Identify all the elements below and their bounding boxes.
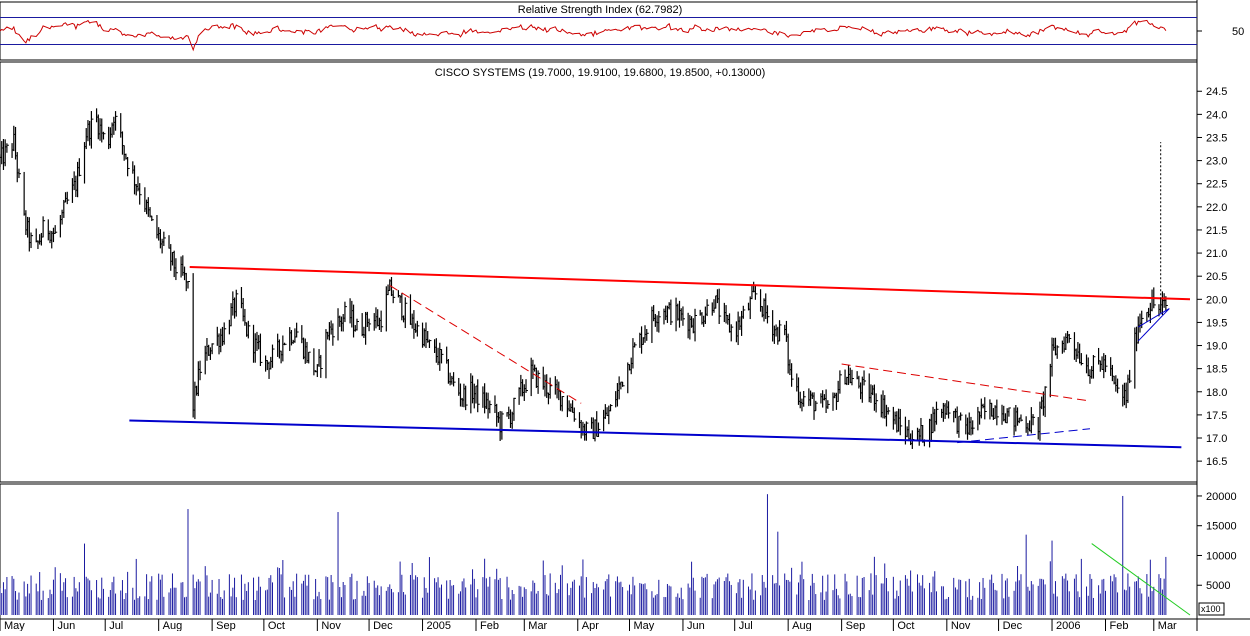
xtick-label: Mar bbox=[528, 620, 547, 631]
price-ytick-label: 21.5 bbox=[1206, 225, 1227, 237]
volume-ytick-label: 15000 bbox=[1206, 521, 1237, 533]
rsi-plot bbox=[0, 17, 1197, 52]
xtick-label: Aug bbox=[792, 620, 812, 631]
price-ytick-label: 23.5 bbox=[1206, 132, 1227, 144]
volume-plot bbox=[0, 494, 1167, 615]
xtick-label: Aug bbox=[163, 620, 183, 631]
xtick-label: May bbox=[4, 620, 25, 631]
xtick-label: Jul bbox=[109, 620, 123, 631]
trendline-resistance bbox=[189, 265, 1191, 301]
price-panel bbox=[0, 61, 1198, 483]
trendline-triangle bbox=[1137, 308, 1170, 342]
xtick-label: Nov bbox=[951, 620, 971, 631]
xtick-label: Jul bbox=[739, 620, 753, 631]
xtick-label: Feb bbox=[1109, 620, 1128, 631]
rsi-panel bbox=[0, 1, 1198, 61]
price-ytick-label: 20.5 bbox=[1206, 271, 1227, 283]
xtick-label: Apr bbox=[582, 620, 599, 631]
price-ytick-label: 18.5 bbox=[1206, 364, 1227, 376]
xtick-label: Jun bbox=[687, 620, 705, 631]
price-ytick-label: 23.0 bbox=[1206, 156, 1227, 168]
xtick-label: Mar bbox=[1158, 620, 1177, 631]
price-ytick-label: 22.0 bbox=[1206, 202, 1227, 214]
price-title: CISCO SYSTEMS (19.7000, 19.9100, 19.6800… bbox=[435, 67, 766, 79]
xtick-label: May bbox=[633, 620, 654, 631]
price-ytick-label: 22.5 bbox=[1206, 179, 1227, 191]
price-ytick-label: 19.0 bbox=[1206, 341, 1227, 353]
xtick-label: Oct bbox=[268, 620, 285, 631]
price-plot bbox=[0, 108, 1168, 449]
xtick-label: Oct bbox=[897, 620, 914, 631]
price-ytick-label: 24.0 bbox=[1206, 109, 1227, 121]
trendline-support bbox=[129, 419, 1182, 449]
rsi-ytick-label: 50 bbox=[1232, 26, 1244, 38]
rsi-line bbox=[0, 19, 1167, 52]
price-ytick-label: 24.5 bbox=[1206, 86, 1227, 98]
xtick-label: Sep bbox=[216, 620, 236, 631]
xtick-label: Dec bbox=[373, 620, 393, 631]
volume-ytick-label: 20000 bbox=[1206, 491, 1237, 503]
price-ytick-label: 16.5 bbox=[1206, 456, 1227, 468]
volume-ytick-label: 10000 bbox=[1206, 550, 1237, 562]
volume-ytick-label: 5000 bbox=[1206, 580, 1230, 592]
axes: 24.5 24.0 23.5 23.0 22.5 22.0 21.5 21.0 20.5 20.0… bbox=[0, 26, 1244, 632]
xtick-label: 2006 bbox=[1056, 620, 1080, 631]
xtick-label: Feb bbox=[480, 620, 499, 631]
price-ytick-label: 19.5 bbox=[1206, 317, 1227, 329]
volume-unit-box bbox=[1198, 602, 1225, 616]
xtick-label: Dec bbox=[1003, 620, 1023, 631]
xtick-label: Jun bbox=[57, 620, 75, 631]
rsi-title: Relative Strength Index (62.7982) bbox=[518, 4, 683, 16]
trendline-triangle bbox=[1138, 308, 1170, 328]
xtick-label: Sep bbox=[846, 620, 866, 631]
price-ytick-label: 17.0 bbox=[1206, 433, 1227, 445]
trendline-annotations bbox=[129, 142, 1191, 616]
trendline-volume-downtrend bbox=[1091, 543, 1191, 616]
price-ytick-label: 21.0 bbox=[1206, 248, 1227, 260]
xtick-label: Nov bbox=[321, 620, 341, 631]
price-ytick-label: 18.0 bbox=[1206, 387, 1227, 399]
xtick-label: 2005 bbox=[427, 620, 451, 631]
trendline-downtrend bbox=[389, 285, 582, 404]
price-ytick-label: 17.5 bbox=[1206, 410, 1227, 422]
trendline-uptrend bbox=[957, 428, 1091, 444]
volume-unit-label: x100 bbox=[1201, 604, 1221, 614]
price-ytick-label: 20.0 bbox=[1206, 294, 1227, 306]
